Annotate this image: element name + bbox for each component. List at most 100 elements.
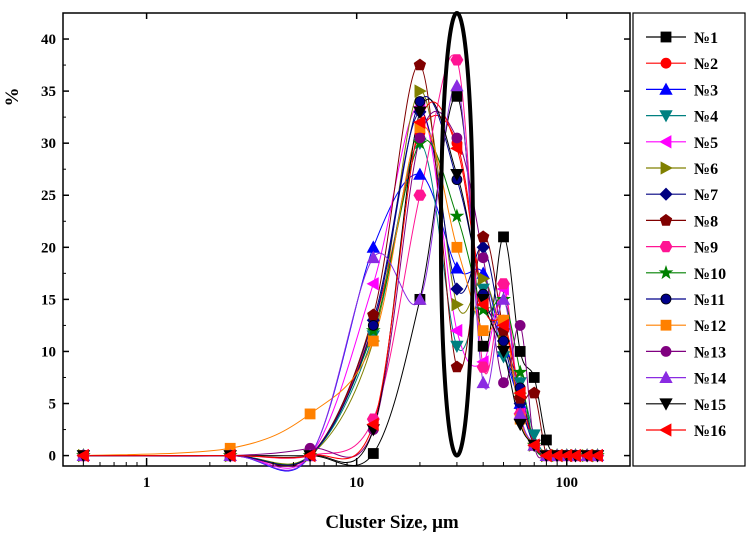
data-point: [450, 340, 464, 354]
data-point: [450, 54, 464, 66]
legend-label: №6: [694, 161, 718, 178]
data-point: [514, 346, 526, 357]
data-point: [366, 417, 379, 431]
legend-item: №4: [646, 109, 718, 126]
data-point: [498, 231, 509, 243]
legend-item: №5: [646, 135, 718, 152]
data-point: [450, 261, 464, 274]
data-point: [450, 323, 463, 338]
legend-marker: [658, 265, 674, 280]
data-point: [514, 320, 526, 331]
y-tick-label: 35: [41, 84, 56, 100]
data-point: [498, 377, 509, 389]
data-point: [527, 438, 540, 452]
legend-marker: [659, 82, 673, 95]
data-point: [496, 318, 509, 333]
y-tick-label: 0: [49, 449, 57, 465]
y-tick-label: 25: [41, 188, 56, 204]
x-tick-label: 100: [556, 475, 579, 491]
legend-item: №12: [646, 318, 726, 335]
legend-item: №14: [646, 371, 726, 388]
data-point: [367, 335, 379, 347]
legend-item: №16: [646, 423, 726, 440]
data-point: [477, 325, 489, 337]
data-point: [450, 141, 463, 156]
legend-label: №11: [694, 292, 725, 309]
highlight-layer: [438, 11, 475, 458]
y-tick-label: 20: [41, 240, 56, 256]
legend-label: №16: [694, 423, 726, 440]
legend-item: №9: [646, 240, 718, 257]
data-point: [449, 208, 465, 223]
data-point: [414, 96, 426, 107]
legend-item: №2: [646, 56, 718, 73]
data-point: [527, 429, 541, 442]
legend-label: №2: [694, 56, 718, 73]
legend-marker: [660, 57, 672, 69]
legend-marker: [659, 110, 673, 123]
data-point: [366, 250, 380, 264]
legend-item: №1: [646, 30, 718, 47]
legend-label: №8: [694, 213, 718, 230]
data-point: [497, 278, 510, 290]
legend-item: №13: [646, 344, 726, 361]
legend-label: №10: [694, 266, 726, 283]
data-point: [477, 252, 489, 264]
y-axis-title: %: [2, 88, 23, 107]
axes: 0 5 10 15 20 25 30 35 40 1 10 100: [41, 13, 631, 491]
legend-item: №10: [646, 265, 726, 283]
legend-label: №9: [694, 240, 718, 257]
legend-marker: [659, 370, 673, 384]
data-point: [512, 364, 528, 379]
x-tick-label: 10: [349, 475, 364, 491]
data-point: [476, 297, 489, 312]
data-point: [366, 277, 379, 291]
data-point: [590, 448, 603, 463]
data-point: [414, 132, 426, 144]
y-tick-label: 10: [41, 344, 56, 360]
data-point: [223, 448, 236, 463]
markers: [76, 54, 605, 463]
y-tick-label: 40: [41, 32, 56, 48]
data-point: [528, 372, 540, 383]
legend-box: [632, 12, 746, 467]
legend-item: №6: [646, 161, 718, 178]
legend-label: №5: [694, 135, 718, 152]
data-point: [451, 90, 463, 102]
legend-label: №7: [694, 187, 718, 204]
data-point: [451, 132, 463, 144]
highlight-ellipse: [438, 11, 475, 458]
legend: №1 №2 №3 №4 №5 №6 №7 №8 №9 №10 №11 №12 №13 №14 №15 №16: [646, 30, 726, 440]
data-point: [367, 448, 379, 459]
legend-marker: [660, 161, 673, 175]
legend-label: №1: [694, 30, 718, 47]
data-point: [496, 345, 511, 359]
x-axis-title: Cluster Size, μm: [325, 512, 459, 533]
data-point: [476, 375, 490, 389]
x-tick-label: 1: [143, 475, 151, 491]
legend-item: №11: [646, 292, 725, 309]
legend-item: №7: [646, 187, 718, 204]
legend-marker: [659, 187, 673, 201]
y-tick-label: 30: [41, 136, 56, 152]
data-point: [477, 271, 491, 286]
legend-label: №3: [694, 82, 718, 99]
legend-marker: [659, 213, 673, 226]
data-point: [476, 361, 490, 373]
data-point: [541, 434, 552, 446]
data-point: [450, 282, 464, 296]
legend-marker: [659, 423, 672, 437]
data-point: [414, 84, 427, 98]
data-point: [304, 408, 316, 420]
legend-marker: [660, 345, 672, 357]
legend-marker: [660, 319, 672, 331]
legend-marker: [660, 293, 672, 305]
legend-marker: [660, 31, 672, 43]
y-tick-label: 5: [49, 397, 57, 413]
data-point: [413, 189, 427, 201]
data-point: [477, 230, 490, 243]
data-point: [413, 115, 426, 129]
legend-item: №8: [646, 213, 718, 230]
y-tick-label: 15: [41, 292, 56, 308]
